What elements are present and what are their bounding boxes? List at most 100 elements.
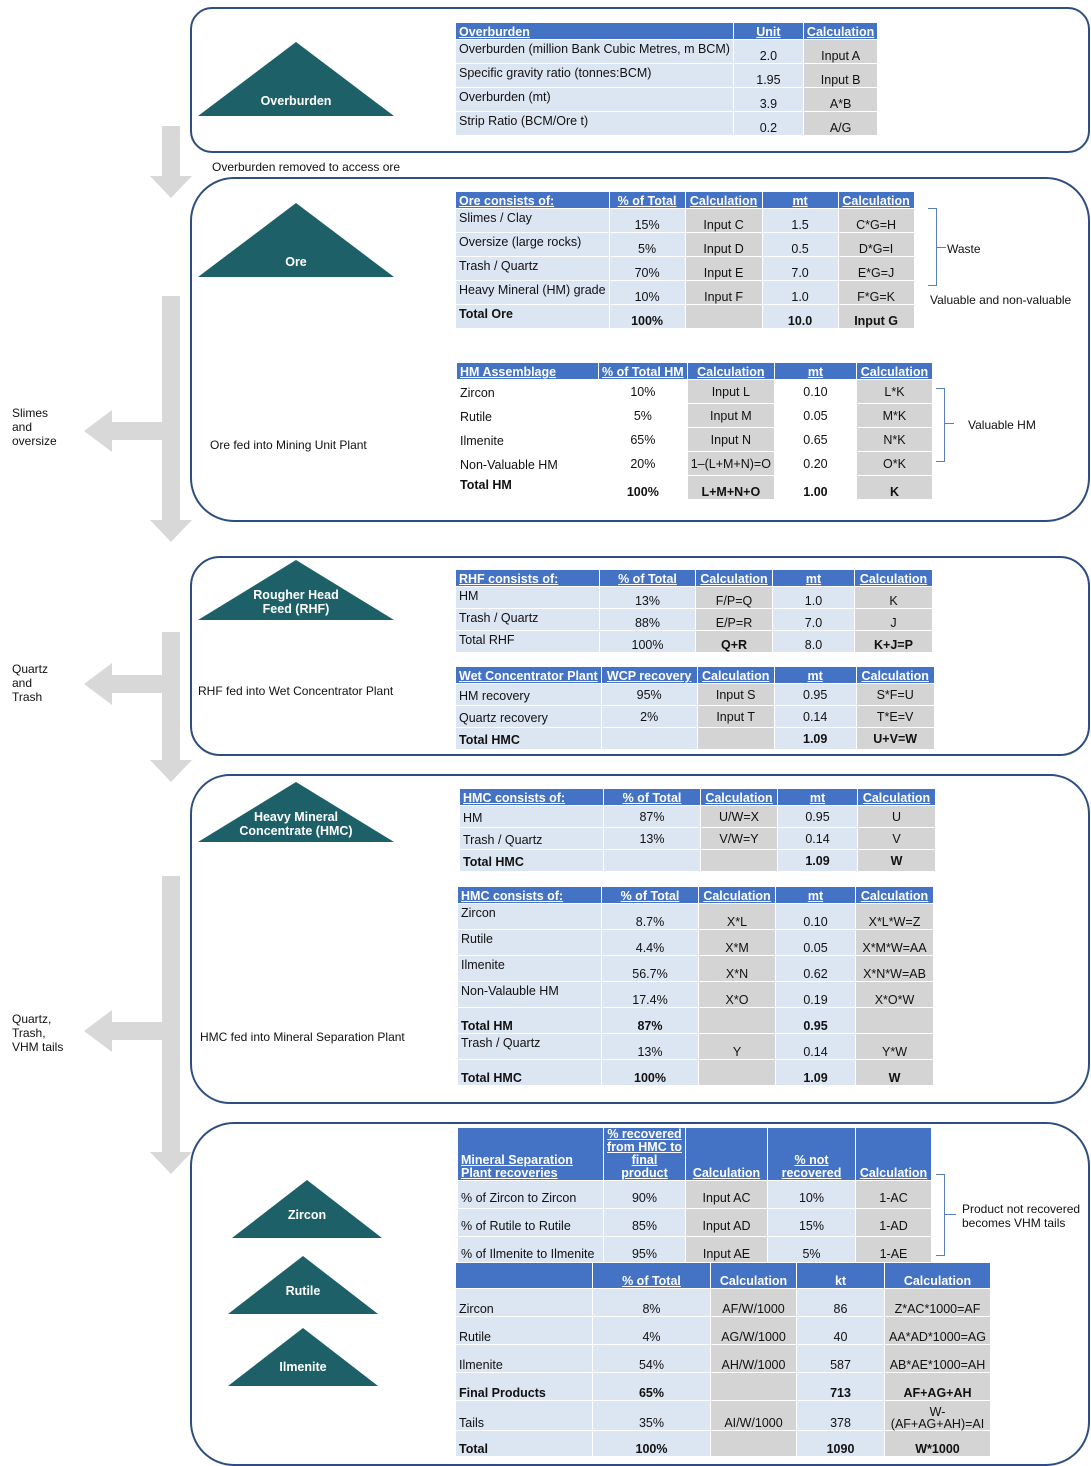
cell: 20%: [598, 451, 688, 476]
row-label: Specific gravity ratio (tonnes:BCM): [455, 63, 734, 88]
th-calculation: Calculation: [696, 666, 775, 684]
row-label: Slimes / Clay: [455, 208, 610, 233]
cell: 587: [796, 1344, 885, 1373]
cell: 1.09: [773, 727, 857, 750]
row-label: Zircon: [455, 1288, 593, 1317]
th-ore-consists: Ore consists of:: [455, 191, 610, 209]
row-label: Rutile: [455, 1316, 593, 1345]
row-label: % of Zircon to Zircon: [457, 1180, 604, 1209]
flow-arrow-4-head: [150, 1152, 192, 1174]
row-label: Rutile: [456, 403, 599, 428]
th-pct-total-hm: % of Total HM: [598, 362, 688, 380]
slimes-branch: [110, 422, 170, 440]
calc-cell: C*G=H: [837, 208, 915, 233]
table-row-total: Total HM 100% L+M+N+O 1.00 K: [456, 475, 933, 500]
waste-brace-tick: [936, 247, 946, 249]
cell: 65%: [598, 427, 688, 452]
vhm-tails-brace-tick: [944, 1214, 956, 1216]
th-calculation: Calculation: [802, 22, 879, 40]
calc-cell: AB*AE*1000=AH: [884, 1344, 991, 1373]
hmc-table-1: HMC consists of: % of Total Calculation …: [459, 788, 936, 872]
cell: 1.0: [772, 586, 855, 609]
cell: 10%: [598, 379, 688, 404]
calc-cell: AF+AG+AH: [884, 1372, 991, 1401]
table-row: Trash / Quartz 13% Y 0.14 Y*W: [457, 1033, 934, 1060]
quartz-branch-head: [84, 663, 112, 705]
calc-cell: Z*AC*1000=AF: [884, 1288, 991, 1317]
row-label: Strip Ratio (BCM/Ore t): [455, 111, 734, 136]
calc-cell: Input L: [686, 379, 775, 404]
table-row: Tails 35% AI/W/1000 378 W- (AF+AG+AH)=AI: [455, 1400, 991, 1431]
slimes-branch-head: [84, 410, 112, 452]
cell: 95%: [603, 1236, 686, 1265]
calc-cell: Input T: [696, 705, 775, 728]
table-row: Zircon 8% AF/W/1000 86 Z*AC*1000=AF: [455, 1288, 991, 1317]
row-label: HM recovery: [455, 683, 602, 706]
th-mt: mt: [772, 569, 855, 587]
calc-cell: S*F=U: [855, 683, 935, 706]
calc-cell: O*K: [855, 451, 933, 476]
calc-cell: U/W=X: [700, 805, 778, 828]
cell: 70%: [608, 256, 686, 281]
cell: 65%: [592, 1372, 711, 1401]
row-label: Total HMC: [459, 849, 604, 872]
cell: 100%: [608, 304, 686, 329]
cell: 0.95: [777, 805, 858, 828]
cell: 1.5: [761, 208, 839, 233]
calc-cell: Input D: [684, 232, 763, 257]
cell: [600, 727, 698, 750]
row-label: Overburden (mt): [455, 87, 734, 112]
table-row: Non-Valauble HM 17.4% X*O 0.19 X*O*W: [457, 981, 934, 1008]
cell: 0.10: [773, 379, 857, 404]
calc-cell: M*K: [855, 403, 933, 428]
th-calculation: Calculation: [685, 1127, 768, 1181]
calc-cell: W: [857, 849, 936, 872]
th-calculation: Calculation: [837, 191, 915, 209]
cell: 100%: [592, 1430, 711, 1457]
overburden-table: Overburden Unit Calculation Overburden (…: [455, 22, 879, 136]
slimes-oversize-label: Slimes and oversize: [12, 406, 57, 448]
table-row: Ilmenite 56.7% X*N 0.62 X*N*W=AB: [457, 955, 934, 982]
overburden-removed-label: Overburden removed to access ore: [212, 160, 401, 174]
cell: 54%: [592, 1344, 711, 1373]
calc-cell: AH/W/1000: [710, 1344, 797, 1373]
cell: 86: [796, 1288, 885, 1317]
ore-fed-label: Ore fed into Mining Unit Plant: [210, 438, 367, 452]
calc-cell: J: [854, 608, 933, 631]
table-row: % of Rutile to Rutile 85% Input AD 15% 1-AD: [457, 1208, 932, 1237]
th-mt: mt: [775, 886, 856, 904]
cell: 8%: [592, 1288, 711, 1317]
flow-arrow-2: [162, 296, 180, 522]
row-label: Oversize (large rocks): [455, 232, 610, 257]
calc-cell: U+V=W: [855, 727, 935, 750]
row-label: Tails: [455, 1400, 593, 1431]
calc-cell: X*N: [698, 955, 776, 982]
th-unit: Unit: [732, 22, 804, 40]
calc-cell: X*L: [698, 903, 776, 930]
cell: 0.10: [775, 903, 856, 930]
vhm-branch-head: [84, 1010, 112, 1052]
th-hmc-consists: HMC consists of:: [459, 788, 604, 806]
waste-label: Waste: [947, 242, 981, 256]
cell: 7.0: [772, 608, 855, 631]
calc-cell: E*G=J: [837, 256, 915, 281]
calc-cell: Y: [698, 1033, 776, 1060]
table-row: Quartz recovery 2% Input T 0.14 T*E=V: [455, 705, 935, 728]
flow-arrow-1-head: [150, 176, 192, 198]
row-label: Trash / Quartz: [457, 1033, 602, 1060]
calc-cell: W- (AF+AG+AH)=AI: [884, 1400, 991, 1431]
cell: 5%: [598, 403, 688, 428]
cell: 15%: [608, 208, 686, 233]
calc-cell: Input E: [684, 256, 763, 281]
flow-arrow-1: [162, 126, 180, 180]
row-label: Ilmenite: [456, 427, 599, 452]
cell: 4.4%: [601, 929, 699, 956]
row-label: Quartz recovery: [455, 705, 602, 728]
table-row: Zircon 10% Input L 0.10 L*K: [456, 379, 933, 404]
calc-cell: K: [855, 475, 933, 500]
calc-cell: [698, 1007, 776, 1034]
valuable-nonvaluable-label: Valuable and non-valuable: [930, 293, 1072, 307]
row-label: Ilmenite: [455, 1344, 593, 1373]
cell: 10%: [608, 280, 686, 305]
row-label: Total RHF: [455, 630, 600, 653]
